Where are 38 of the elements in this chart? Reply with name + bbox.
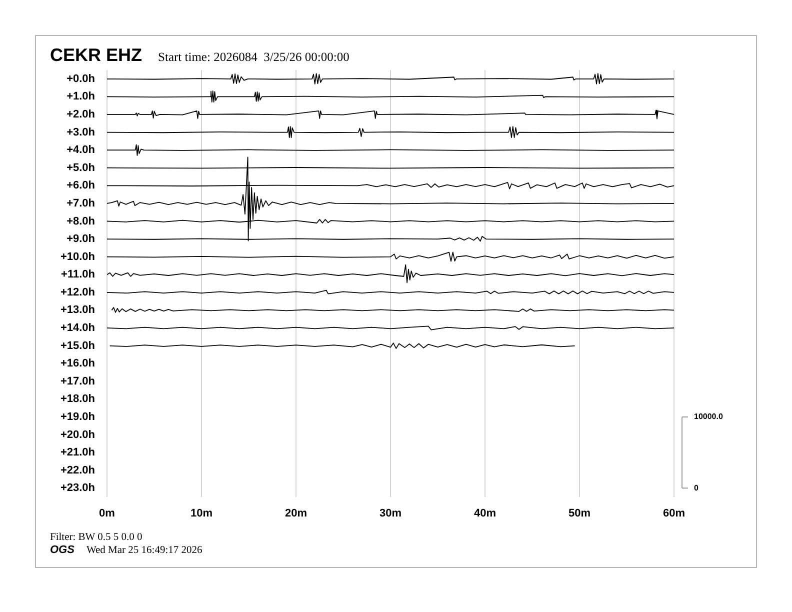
y-tick-label: +21.0h [60, 446, 96, 459]
y2-tick-label: 0 [694, 483, 699, 492]
y-tick-label: +0.0h [66, 72, 96, 85]
y-tick-label: +23.0h [60, 482, 96, 494]
y-tick-label: +22.0h [60, 464, 96, 476]
y-tick-label: +15.0h [60, 340, 96, 352]
y-tick-label: +1.0h [66, 90, 96, 103]
y-tick-label: +11.0h [61, 268, 96, 281]
y-tick-label: +18.0h [60, 393, 96, 406]
y-tick-label: +12.0h [60, 286, 96, 298]
y-tick-label: +10.0h [60, 250, 96, 263]
y-tick-label: +17.0h [60, 375, 96, 388]
x-tick-label: 10m [190, 508, 213, 520]
y-tick-label: +14.0h [60, 322, 96, 334]
text: Filter: BW 0.5 5 0.0 0 [50, 532, 142, 543]
x-tick-label: 30m [379, 508, 402, 520]
y-tick-label: +19.0h [60, 410, 96, 423]
x-tick-label: 20m [284, 508, 308, 520]
y-tick-label: +13.0h [60, 304, 96, 316]
x-tick-label: 60m [662, 508, 686, 520]
y-tick-label: +4.0h [66, 144, 96, 156]
x-tick-label: 0m [99, 508, 116, 520]
y-tick-label: +6.0h [66, 180, 96, 192]
x-tick-label: 50m [568, 508, 591, 520]
y-tick-label: +20.0h [60, 428, 96, 441]
y-tick-label: +3.0h [66, 126, 96, 138]
y2-tick-label: 10000.0 [694, 412, 724, 422]
chart-title: CEKR EHZ [50, 45, 142, 65]
y-tick-label: +5.0h [66, 162, 96, 174]
chart-subtitle: Start time: 2026084 3/25/26 00:00:00 [158, 50, 350, 64]
y-tick-label: +2.0h [66, 108, 96, 121]
y-tick-label: +8.0h [66, 215, 96, 228]
y-tick-label: +9.0h [66, 233, 96, 246]
y-tick-label: +7.0h [66, 197, 96, 210]
y-tick-label: +16.0h [60, 358, 96, 370]
text: Wed Mar 25 16:49:17 2026 [86, 545, 202, 556]
text: OGS [50, 544, 74, 556]
x-tick-label: 40m [474, 508, 496, 520]
